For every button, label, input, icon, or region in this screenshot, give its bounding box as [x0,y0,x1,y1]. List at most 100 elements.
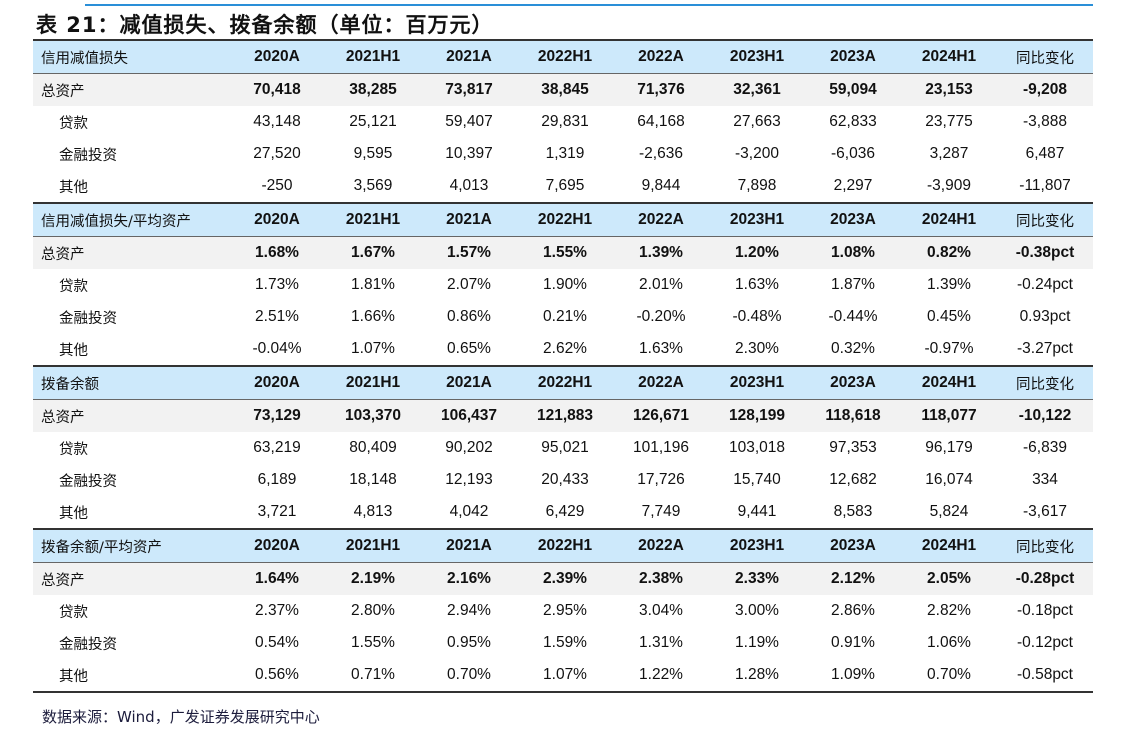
table-cell: 2.19% [325,562,421,595]
column-header: 2021H1 [325,528,421,563]
table-cell: 63,219 [253,439,301,456]
table-cell: 103,018 [728,439,786,456]
column-header: 2021H1 [325,39,421,74]
row-label: 总资产 [33,562,229,595]
table-cell: 128,199 [709,399,805,432]
table-cell: 3.04% [639,602,683,619]
table-cell: 7,749 [641,503,681,520]
table-row: 其他 -0.04% 1.07% 0.65% 2.62% 1.63% 2.30% 0.32% -0… [33,333,1093,366]
table-cell: -0.18pct [1016,602,1073,619]
table-cell: 0.93pct [1019,308,1071,325]
table-cell: 10,397 [445,145,493,162]
table-cell: 103,370 [325,399,421,432]
column-header: 2023A [805,202,901,237]
table-cell: 0.70% [421,659,517,693]
column-header: 2022A [613,202,709,237]
table-cell: 1.55% [351,634,395,651]
table-cell: 2.95% [543,602,587,619]
row-label: 总资产 [33,236,229,269]
table-cell: -0.58pct [997,659,1093,693]
table-cell: 118,077 [901,399,997,432]
table-row: 金融投资 2.51% 1.66% 0.86% 0.21% -0.20% -0.48% -0.4… [33,301,1093,333]
table-cell: 1.09% [805,659,901,693]
table-row: 总资产 1.64% 2.19% 2.16% 2.39% 2.38% 2.33% 2.12% 2.… [33,562,1093,595]
column-header: 同比变化 [997,202,1093,237]
table-cell: 3,721 [257,503,297,520]
table-cell: 0.91% [831,634,875,651]
table-cell: 1.06% [927,634,971,651]
column-header: 2022H1 [517,528,613,563]
table-cell: 1.31% [639,634,683,651]
table-cell: 1.63% [735,276,779,293]
table-cell: 2.16% [421,562,517,595]
table-cell: 1.73% [255,276,299,293]
table-cell: 0.82% [901,236,997,269]
table-cell: 38,285 [325,73,421,106]
column-header: 2021A [421,365,517,400]
table-cell: 2.30% [735,340,779,357]
table-cell: 2.39% [517,562,613,595]
table-cell: -0.48% [732,308,782,325]
table-cell: 4,813 [353,503,393,520]
table-cell: 80,409 [349,439,397,456]
table-cell: 12,193 [445,471,493,488]
table-cell: 1.87% [831,276,875,293]
table-cell: -0.97% [924,340,974,357]
column-header: 2023A [805,528,901,563]
table-cell: 18,148 [349,471,397,488]
row-label: 总资产 [33,399,229,432]
column-header: 2020A [229,528,325,563]
table-cell: 1.08% [805,236,901,269]
table-cell: -0.28pct [997,562,1093,595]
table-cell: 121,883 [517,399,613,432]
table-cell: 2.12% [805,562,901,595]
table-cell: 62,833 [829,113,877,130]
table-cell: 0.70% [901,659,997,693]
table-cell: 12,682 [829,471,877,488]
column-header: 同比变化 [997,528,1093,563]
table-cell: 95,021 [541,439,589,456]
table-cell: -6,839 [1023,439,1067,456]
section-header-row: 信用减值损失 2020A 2021H1 2021A 2022H1 2022A 2023H1 2… [33,39,1093,74]
table-title: 表 21：减值损失、拨备余额（单位：百万元） [36,13,494,37]
table-cell: 2.01% [639,276,683,293]
table-cell: 101,196 [632,439,690,456]
table-cell: 59,094 [805,73,901,106]
table-cell: 23,153 [901,73,997,106]
table-cell: 71,376 [613,73,709,106]
table-cell: -250 [261,177,293,194]
table-cell: 2.80% [351,602,395,619]
table-cell: 9,595 [353,145,393,162]
column-header: 同比变化 [997,365,1093,400]
column-header: 2022A [613,365,709,400]
table-cell: 1.63% [639,340,683,357]
row-label: 总资产 [33,73,229,106]
table-cell: 1.20% [709,236,805,269]
row-label: 金融投资 [59,636,117,653]
table-cell: 4,042 [449,503,489,520]
table-cell: 6,487 [1025,145,1065,162]
table-cell: 126,671 [613,399,709,432]
table-row: 贷款 1.73% 1.81% 2.07% 1.90% 2.01% 1.63% 1.87% 1.3… [33,269,1093,301]
row-label: 贷款 [59,115,88,132]
column-header: 2022A [613,39,709,74]
table-cell: 27,663 [733,113,781,130]
table-cell: 1.57% [421,236,517,269]
table-cell: 1.07% [517,659,613,693]
table-cell: 20,433 [541,471,589,488]
row-label: 其他 [59,342,88,359]
table-cell: 1.28% [709,659,805,693]
table-cell: 43,148 [253,113,301,130]
column-header: 2022H1 [517,39,613,74]
table-cell: 7,695 [545,177,585,194]
row-label: 金融投资 [59,310,117,327]
table-cell: -10,122 [997,399,1093,432]
table-row: 总资产 70,418 38,285 73,817 38,845 71,376 32,361 5… [33,73,1093,106]
column-header: 2021H1 [325,202,421,237]
table-cell: 97,353 [829,439,877,456]
section-title: 拨备余额 [33,365,229,400]
column-header: 2021H1 [325,365,421,400]
table-cell: 2.62% [543,340,587,357]
column-header: 2022A [613,528,709,563]
table-cell: 3,569 [353,177,393,194]
